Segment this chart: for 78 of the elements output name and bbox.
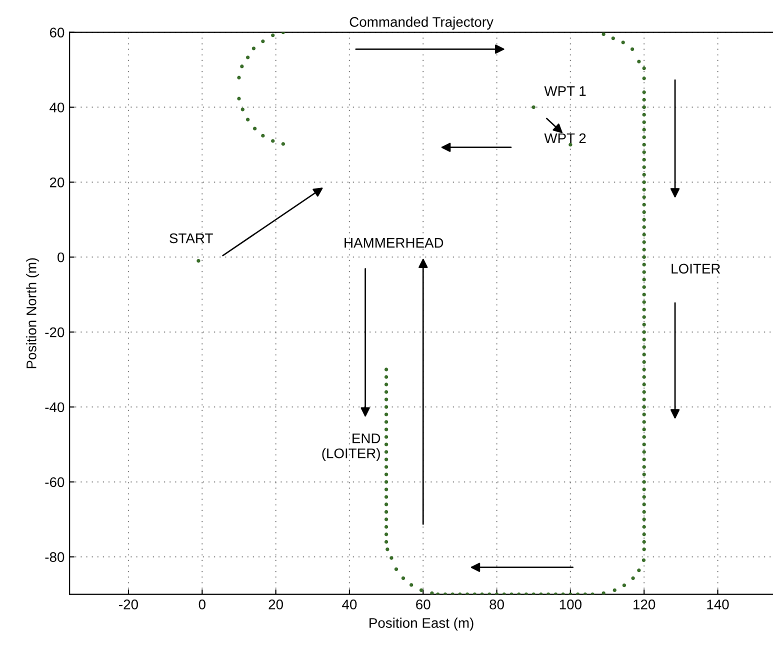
point bbox=[384, 518, 388, 522]
x-tick-label: 120 bbox=[634, 600, 656, 610]
point bbox=[384, 532, 388, 536]
y-tick-label: -20 bbox=[45, 327, 64, 338]
x-tick-label: 40 bbox=[342, 600, 357, 610]
y-axis-title: Position North (m) bbox=[26, 258, 40, 368]
point bbox=[401, 576, 406, 580]
point bbox=[252, 46, 256, 50]
point bbox=[532, 105, 536, 110]
annotation: WPT 1 bbox=[544, 86, 586, 96]
point bbox=[384, 465, 388, 469]
annotation: LOITER bbox=[672, 264, 720, 274]
point bbox=[637, 568, 641, 572]
point bbox=[261, 39, 265, 44]
point bbox=[612, 588, 616, 592]
x-tick-label: 0 bbox=[198, 600, 206, 610]
point bbox=[384, 472, 388, 476]
point bbox=[240, 108, 245, 112]
point bbox=[384, 540, 388, 544]
point bbox=[261, 134, 265, 138]
point bbox=[281, 142, 286, 146]
point bbox=[271, 33, 275, 38]
point bbox=[394, 567, 398, 572]
x-tick-label: 80 bbox=[490, 600, 504, 610]
point bbox=[237, 96, 241, 100]
point bbox=[384, 382, 388, 386]
point bbox=[384, 495, 388, 499]
point bbox=[246, 56, 250, 60]
point bbox=[384, 502, 388, 506]
point bbox=[384, 390, 388, 394]
point bbox=[384, 405, 388, 409]
point bbox=[602, 591, 606, 594]
point bbox=[237, 76, 241, 80]
point bbox=[384, 442, 388, 446]
x-tick-label: 100 bbox=[560, 600, 582, 610]
point bbox=[419, 588, 424, 592]
point bbox=[196, 259, 200, 263]
y-tick-label: 60 bbox=[50, 28, 64, 38]
x-tick-label: 20 bbox=[268, 600, 283, 610]
y-tick-label: 20 bbox=[50, 178, 64, 188]
point bbox=[410, 583, 414, 587]
point bbox=[386, 548, 390, 552]
point bbox=[252, 126, 257, 130]
point bbox=[271, 139, 275, 143]
point bbox=[384, 368, 388, 372]
point bbox=[246, 118, 250, 122]
annotation: END (LOITER) bbox=[322, 434, 380, 462]
annotation: START bbox=[170, 233, 213, 244]
point bbox=[622, 583, 626, 588]
point bbox=[384, 412, 388, 416]
x-tick-label: 60 bbox=[416, 600, 430, 610]
y-tick-label: -80 bbox=[45, 552, 64, 562]
x-tick-label: -20 bbox=[119, 600, 138, 610]
point bbox=[240, 64, 244, 68]
point bbox=[384, 525, 388, 529]
y-tick-label: -40 bbox=[45, 402, 64, 412]
point bbox=[384, 480, 388, 484]
chart-title: Commanded Trajectory bbox=[350, 16, 494, 30]
point bbox=[384, 488, 388, 492]
point bbox=[430, 591, 434, 594]
point bbox=[384, 420, 388, 424]
point bbox=[384, 450, 388, 454]
point bbox=[642, 558, 646, 562]
annotation: HAMMERHEAD bbox=[344, 238, 444, 248]
point bbox=[384, 375, 388, 379]
point bbox=[384, 458, 388, 462]
point bbox=[384, 398, 388, 402]
point bbox=[384, 428, 388, 432]
x-tick-label: 140 bbox=[707, 600, 729, 610]
point bbox=[390, 556, 394, 560]
x-axis-title: Position East (m) bbox=[370, 618, 474, 631]
annotation: WPT 2 bbox=[544, 133, 586, 144]
y-tick-label: -60 bbox=[45, 477, 64, 488]
y-tick-label: 0 bbox=[58, 252, 64, 262]
y-tick-label: 40 bbox=[50, 102, 64, 112]
point bbox=[384, 510, 388, 514]
point bbox=[384, 435, 388, 439]
point bbox=[631, 576, 635, 580]
